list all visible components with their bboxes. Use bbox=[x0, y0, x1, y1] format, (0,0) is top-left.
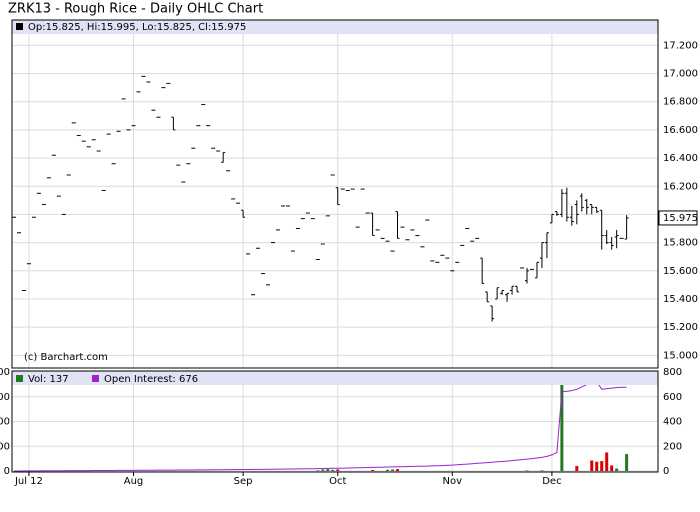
volume-bar bbox=[610, 465, 614, 471]
volume-bar bbox=[575, 466, 579, 471]
price-legend-swatch bbox=[16, 23, 23, 30]
y-tick-label-left: 600 bbox=[0, 392, 10, 403]
y-tick-label: 400 bbox=[663, 417, 682, 428]
y-tick-label: 15.200 bbox=[663, 322, 698, 333]
y-tick-label: 15.600 bbox=[663, 266, 698, 277]
price-panel bbox=[12, 20, 658, 368]
x-tick-label: Dec bbox=[542, 476, 561, 487]
volume-legend-swatch bbox=[16, 375, 23, 382]
volume-bar bbox=[396, 469, 400, 471]
price-legend: Op:15.825, Hi:15.995, Lo:15.825, Cl:15.9… bbox=[28, 22, 246, 33]
y-tick-label: 16.600 bbox=[663, 125, 698, 136]
volume-bar bbox=[326, 469, 330, 471]
volume-bar bbox=[386, 469, 390, 471]
y-tick-label: 17.000 bbox=[663, 69, 698, 80]
volume-legend-strip bbox=[12, 372, 658, 385]
chart-title: ZRK13 - Rough Rice - Daily OHLC Chart bbox=[8, 2, 263, 17]
last-price-box bbox=[658, 210, 698, 226]
labels: 15.00015.20015.40015.60015.80016.00016.2… bbox=[0, 40, 698, 487]
x-tick-label: Jul 12 bbox=[14, 476, 43, 487]
volume-bar bbox=[600, 461, 604, 471]
oi-legend-swatch bbox=[92, 375, 99, 382]
y-tick-label-left: 800 bbox=[0, 367, 10, 378]
x-tick-label: Sep bbox=[234, 476, 253, 487]
volume-bar bbox=[316, 470, 320, 471]
price-legend-strip bbox=[12, 20, 658, 34]
x-tick-label: Nov bbox=[443, 476, 463, 487]
volume-bar bbox=[590, 460, 594, 471]
volume-bar bbox=[336, 469, 340, 471]
y-tick-label: 800 bbox=[663, 367, 682, 378]
credit: (c) Barchart.com bbox=[24, 352, 108, 363]
y-tick-label-left: 0 bbox=[4, 466, 10, 477]
y-tick-label: 15.400 bbox=[663, 294, 698, 305]
y-tick-label: 0 bbox=[663, 466, 669, 477]
y-tick-label-left: 400 bbox=[0, 417, 10, 428]
y-tick-label: 15.800 bbox=[663, 238, 698, 249]
oi-legend: Open Interest: 676 bbox=[104, 374, 198, 385]
volume-bar bbox=[560, 372, 564, 471]
volume-bar bbox=[540, 470, 544, 471]
volume-bar bbox=[371, 470, 375, 471]
volume-border bbox=[11, 370, 659, 473]
x-tick-label: Oct bbox=[329, 476, 346, 487]
volume-bar bbox=[321, 469, 325, 471]
volume-bar bbox=[625, 454, 629, 471]
y-tick-label: 16.400 bbox=[663, 153, 698, 164]
x-tick-label: Aug bbox=[124, 476, 144, 487]
open-interest-line bbox=[14, 380, 627, 472]
volume-bar bbox=[331, 469, 335, 471]
marks bbox=[11, 75, 629, 472]
volume-bar bbox=[525, 470, 529, 471]
volume-bar bbox=[615, 468, 619, 471]
y-tick-label: 600 bbox=[663, 392, 682, 403]
y-tick-label: 16.200 bbox=[663, 181, 698, 192]
y-tick-label: 17.200 bbox=[663, 40, 698, 51]
price-border bbox=[11, 19, 659, 369]
y-tick-label: 200 bbox=[663, 441, 682, 452]
y-tick-label: 16.800 bbox=[663, 97, 698, 108]
volume-bar bbox=[605, 452, 609, 471]
volume-bar bbox=[595, 461, 599, 471]
volume-legend: Vol: 137 bbox=[28, 374, 69, 385]
volume-bar bbox=[391, 469, 395, 471]
y-tick-label-left: 200 bbox=[0, 441, 10, 452]
y-tick-label: 15.000 bbox=[663, 350, 698, 361]
last-price-label: 15.975 bbox=[663, 213, 698, 224]
